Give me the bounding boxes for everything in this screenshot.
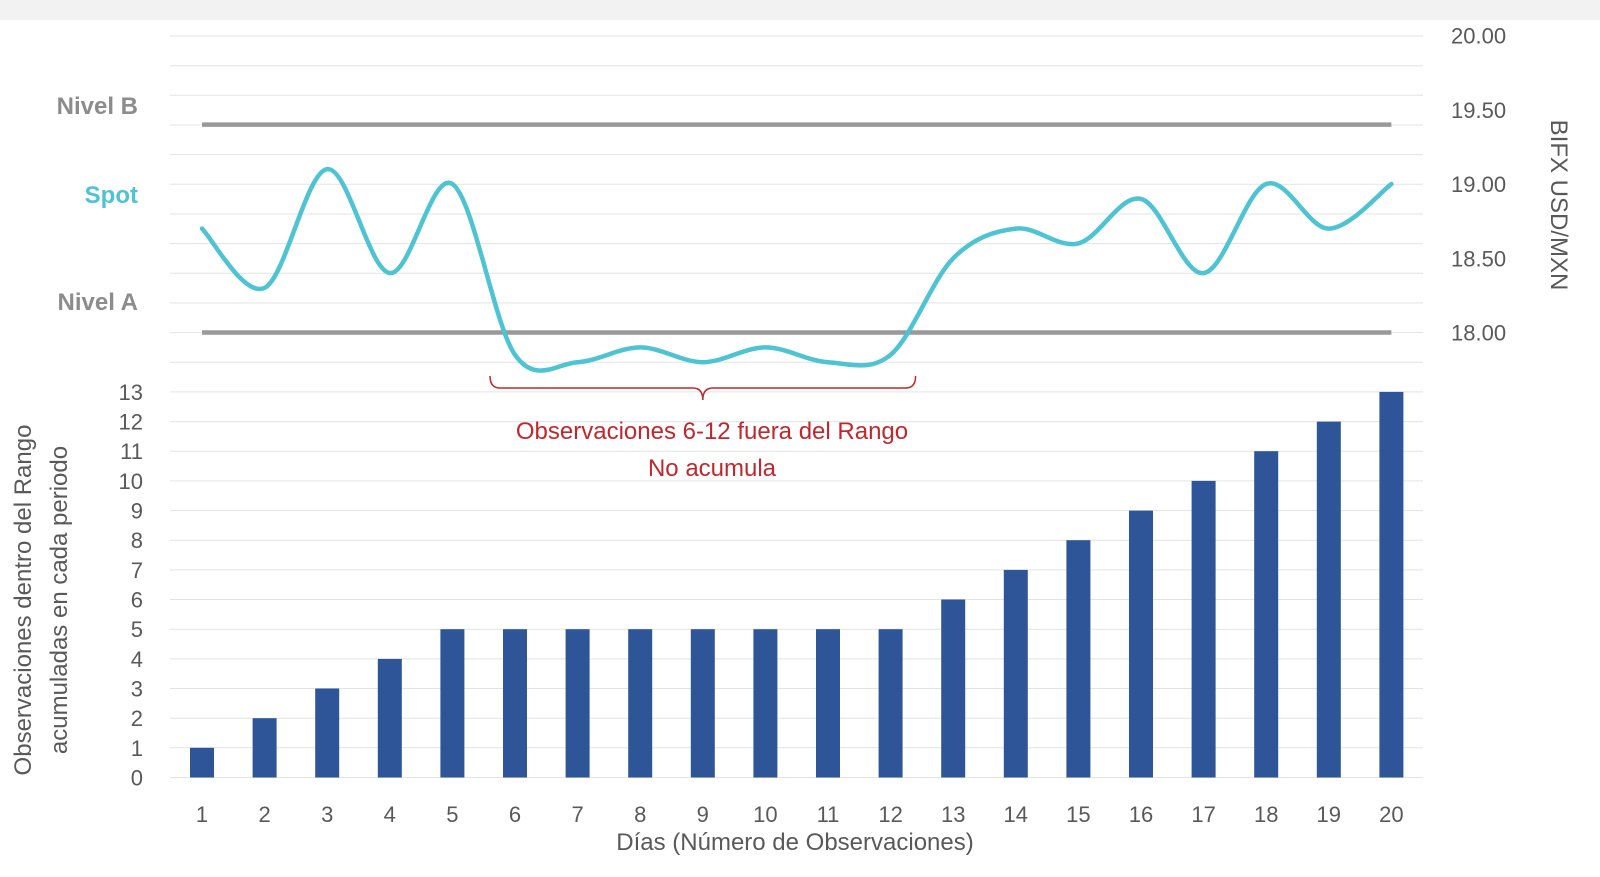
x-tick-label: 3 (321, 802, 333, 827)
x-tick-label: 20 (1379, 802, 1403, 827)
right-tick-label: 20.00 (1451, 24, 1506, 49)
right-tick-label: 19.50 (1451, 98, 1506, 123)
x-tick-label: 8 (634, 802, 646, 827)
x-tick-label: 11 (817, 802, 840, 827)
right-axis-title: BIFX USD/MXN (1545, 120, 1572, 291)
left-tick-label: 10 (119, 469, 143, 494)
x-tick-label: 16 (1129, 802, 1153, 827)
x-axis-title: Días (Número de Observaciones) (616, 829, 973, 856)
bar-day-7 (565, 629, 590, 778)
x-tick-label: 14 (1004, 802, 1028, 827)
bar-day-2 (252, 718, 277, 778)
bar-day-15 (1066, 540, 1091, 778)
bar-series (190, 391, 1404, 778)
x-tick-label: 19 (1317, 802, 1341, 827)
bar-day-10 (753, 629, 778, 778)
bar-day-1 (190, 747, 214, 778)
bar-day-5 (440, 629, 465, 778)
left-tick-label: 1 (131, 736, 143, 761)
grid (170, 35, 1423, 778)
x-tick-label: 7 (571, 802, 583, 827)
right-axis-ticks: 18.00 18.50 19.00 19.50 20.00 (1451, 24, 1506, 346)
left-tick-label: 0 (131, 766, 143, 791)
x-tick-label: 6 (509, 802, 521, 827)
x-tick-label: 10 (753, 802, 777, 827)
x-tick-label: 18 (1254, 802, 1278, 827)
bar-day-8 (628, 629, 653, 778)
left-tick-label: 8 (131, 528, 143, 553)
x-tick-label: 5 (446, 802, 458, 827)
bar-day-18 (1254, 451, 1279, 778)
top-band (0, 0, 1600, 20)
x-tick-label: 13 (941, 802, 965, 827)
level-label-nivel-b: Nivel B (57, 93, 138, 120)
x-tick-label: 12 (878, 802, 902, 827)
left-tick-label: 9 (131, 499, 143, 524)
left-tick-label: 11 (120, 439, 143, 464)
left-axis-title-line-1: Observaciones dentro del Rango (10, 425, 37, 776)
x-tick-label: 9 (697, 802, 709, 827)
left-tick-label: 4 (131, 647, 143, 672)
spot-line (199, 166, 1394, 373)
x-tick-label: 4 (384, 802, 396, 827)
bar-day-19 (1316, 421, 1341, 778)
bar-day-9 (690, 629, 715, 778)
left-tick-label: 3 (131, 677, 143, 702)
right-tick-label: 19.00 (1451, 172, 1506, 197)
left-tick-label: 13 (119, 380, 143, 405)
left-tick-label: 5 (131, 617, 143, 642)
annotation-line-2: No acumula (648, 455, 777, 482)
x-axis-ticks: 1 2 3 4 5 6 7 8 9 10 11 12 13 14 15 16 17 18 19 20 (196, 802, 1404, 827)
spot-label: Spot (85, 182, 138, 209)
right-tick-label: 18.50 (1451, 246, 1506, 271)
left-tick-label: 12 (119, 410, 143, 435)
x-tick-label: 17 (1191, 802, 1215, 827)
bar-day-17 (1191, 480, 1216, 778)
bar-day-3 (315, 688, 340, 778)
bar-day-12 (878, 629, 903, 778)
bar-day-11 (816, 629, 840, 778)
right-tick-label: 18.00 (1451, 321, 1506, 346)
bar-day-13 (941, 599, 966, 778)
bar-day-14 (1003, 569, 1028, 778)
annotation-line-1: Observaciones 6-12 fuera del Rango (516, 418, 908, 445)
x-tick-label: 1 (196, 802, 208, 827)
left-tick-label: 6 (131, 588, 143, 613)
level-lines (202, 122, 1392, 335)
left-axis-title-line-2: acumuladas en cada periodo (46, 446, 73, 754)
level-label-nivel-a: Nivel A (58, 289, 138, 316)
x-tick-label: 15 (1066, 802, 1090, 827)
left-tick-label: 2 (131, 706, 143, 731)
left-tick-label: 7 (131, 558, 143, 583)
bar-day-4 (377, 658, 402, 778)
bar-day-6 (503, 629, 527, 778)
annotation-brace (489, 375, 917, 401)
bar-day-16 (1129, 510, 1153, 778)
bar-day-20 (1379, 391, 1404, 778)
x-tick-label: 2 (258, 802, 270, 827)
